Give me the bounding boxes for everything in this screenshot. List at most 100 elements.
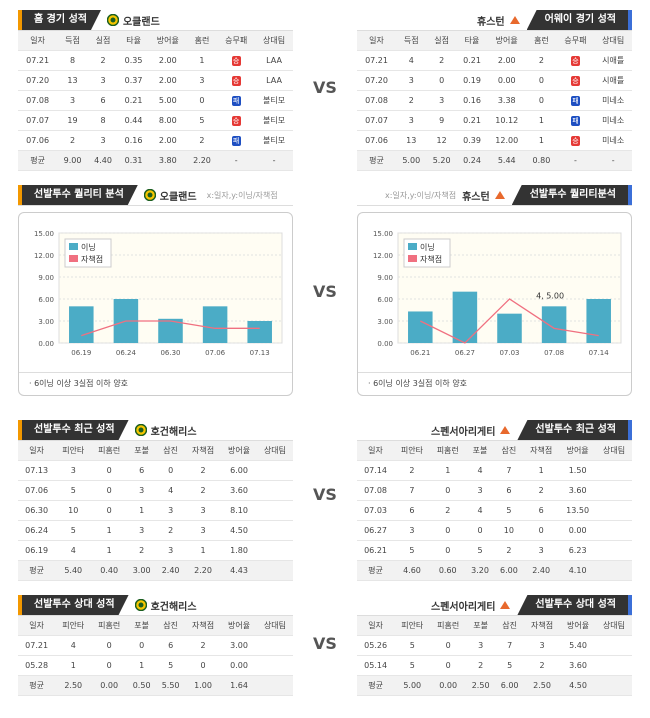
cell: 5 (394, 655, 431, 676)
cell: 13.50 (559, 500, 597, 521)
cell: 0.31 (118, 150, 149, 171)
cell (256, 655, 293, 676)
cell: 2 (526, 50, 557, 71)
cell: 2 (156, 520, 186, 541)
cell: 2.00 (148, 50, 187, 71)
stats-table: 일자 피안타 피홈런 포볼 삼진 자책점 방어율 상대팀 07.13 3 0 6 0 2 6.00 07.06… (18, 441, 293, 581)
column-header: 일자 (357, 31, 397, 51)
column-header: 승무패 (556, 31, 595, 51)
cell: 0 (526, 90, 557, 111)
column-header: 방어율 (221, 441, 257, 461)
cell: 2 (494, 540, 524, 561)
cell: 05.14 (357, 655, 395, 676)
cell: 5 (55, 520, 92, 541)
column-header: 일자 (18, 441, 56, 461)
cell: 2 (185, 480, 222, 501)
cell: 패 (556, 90, 595, 111)
cell: 7 (494, 460, 524, 481)
data-row: 07.20 13 3 0.37 2.00 3 승 LAA (18, 70, 293, 91)
cell: 07.06 (18, 130, 58, 151)
cell: 승 (556, 50, 595, 71)
section-title: 선발투수 퀄리티 분석 (18, 185, 138, 205)
header-row: 일자 득점 실점 타율 방어율 홈런 승무패 상대팀 (357, 31, 632, 51)
legend-swatch (408, 255, 417, 262)
data-row: 05.26 5 0 3 7 3 5.40 (357, 635, 632, 656)
result-icon: 패 (570, 95, 580, 106)
cell: 4 (55, 540, 92, 561)
cell: 평균 (18, 675, 56, 696)
cell: 1 (91, 540, 128, 561)
cell: 4 (465, 500, 495, 521)
cell (256, 635, 293, 656)
cell: 3 (394, 520, 430, 541)
cell: 1.00 (185, 675, 222, 696)
logo-shape (147, 192, 153, 198)
cell: 3 (524, 635, 561, 656)
cell: 5.00 (396, 150, 427, 171)
cell: 2.20 (186, 150, 218, 171)
bar (247, 321, 272, 343)
column-header: 상대팀 (595, 616, 632, 636)
cell: 0.00 (221, 655, 257, 676)
team-name: 호건해리스 (134, 423, 197, 438)
header-row: 일자 득점 실점 타율 방어율 홈런 승무패 상대팀 (18, 31, 293, 51)
cell: 패 (217, 90, 256, 111)
cell: 3 (127, 520, 157, 541)
cell: 2 (426, 50, 457, 71)
cell: 2.50 (55, 675, 92, 696)
logo-shape (494, 191, 505, 199)
chart: 0.00 3.00 6.00 9.00 12.00 15.00 06.19 06.24 06.3… (34, 230, 283, 357)
cell (256, 500, 293, 521)
average-row: 평균 5.00 0.00 2.50 6.00 2.50 4.50 (357, 675, 632, 696)
cell: 07.07 (357, 110, 397, 131)
logo-shape (138, 427, 144, 433)
column-header: 포볼 (465, 441, 495, 461)
stats-panel: 스펜서아리게티 선발투수 최근 성적 일자 피안타 피홈런 포볼 삼진 자책점 방어율 상대팀 07… (357, 420, 632, 581)
cell: 6.00 (495, 675, 525, 696)
chart-box: 0.00 3.00 6.00 9.00 12.00 15.00 06.19 06.24 06.3… (18, 212, 293, 396)
cell: 패 (217, 130, 256, 151)
cell: 3 (523, 540, 560, 561)
cell: LAA (255, 50, 293, 71)
y-tick-label: 0.00 (38, 340, 54, 348)
cell: 3.38 (487, 90, 527, 111)
team-label: 오클랜드 (159, 191, 197, 203)
team-name: 호건해리스 (134, 598, 197, 613)
section-title: 선발투수 상대 성적 (18, 595, 129, 615)
cell: 19 (57, 110, 88, 131)
cell (596, 560, 632, 581)
cell: 4 (396, 50, 427, 71)
data-row: 07.07 19 8 0.44 8.00 5 승 볼티모 (18, 110, 293, 131)
data-row: 07.21 8 2 0.35 2.00 1 승 LAA (18, 50, 293, 71)
panel-header: 선발투수 퀄리티 분석 오클랜드 x:일자,y:이닝/자책점 (18, 185, 293, 206)
panel-header: 선발투수 최근 성적 호건해리스 (18, 420, 293, 441)
data-row: 05.28 1 0 1 5 0 0.00 (18, 655, 293, 676)
column-header: 피안타 (55, 616, 92, 636)
cell: 0.44 (118, 110, 149, 131)
team-logo (134, 424, 147, 436)
cell (256, 520, 293, 541)
cell: 시애틀 (594, 70, 632, 91)
legend-swatch (69, 255, 78, 262)
cell: 06.24 (18, 520, 56, 541)
column-header: 타율 (456, 31, 488, 51)
column-header: 상대팀 (256, 616, 293, 636)
section-title: 어웨이 경기 성적 (526, 10, 632, 30)
cell (256, 560, 293, 581)
cell: 0.19 (456, 70, 488, 91)
bar (586, 299, 611, 343)
chart-note: · 6이닝 이상 3실점 이하 양호 (358, 372, 631, 395)
bar (497, 313, 522, 343)
cell (256, 675, 293, 696)
stats-panel: 스펜서아리게티 선발투수 상대 성적 일자 피안타 피홈런 포볼 삼진 자책점 방어율 상대팀 05… (357, 595, 632, 696)
data-row: 07.08 3 6 0.21 5.00 0 패 볼티모 (18, 90, 293, 111)
section-title: 선발투수 상대 성적 (517, 595, 632, 615)
cell: 8.10 (221, 500, 257, 521)
cell: 6.23 (559, 540, 597, 561)
cell: 5 (186, 110, 218, 131)
cell: 0.40 (91, 560, 128, 581)
cell: 5.44 (487, 150, 527, 171)
column-header: 상대팀 (255, 31, 293, 51)
